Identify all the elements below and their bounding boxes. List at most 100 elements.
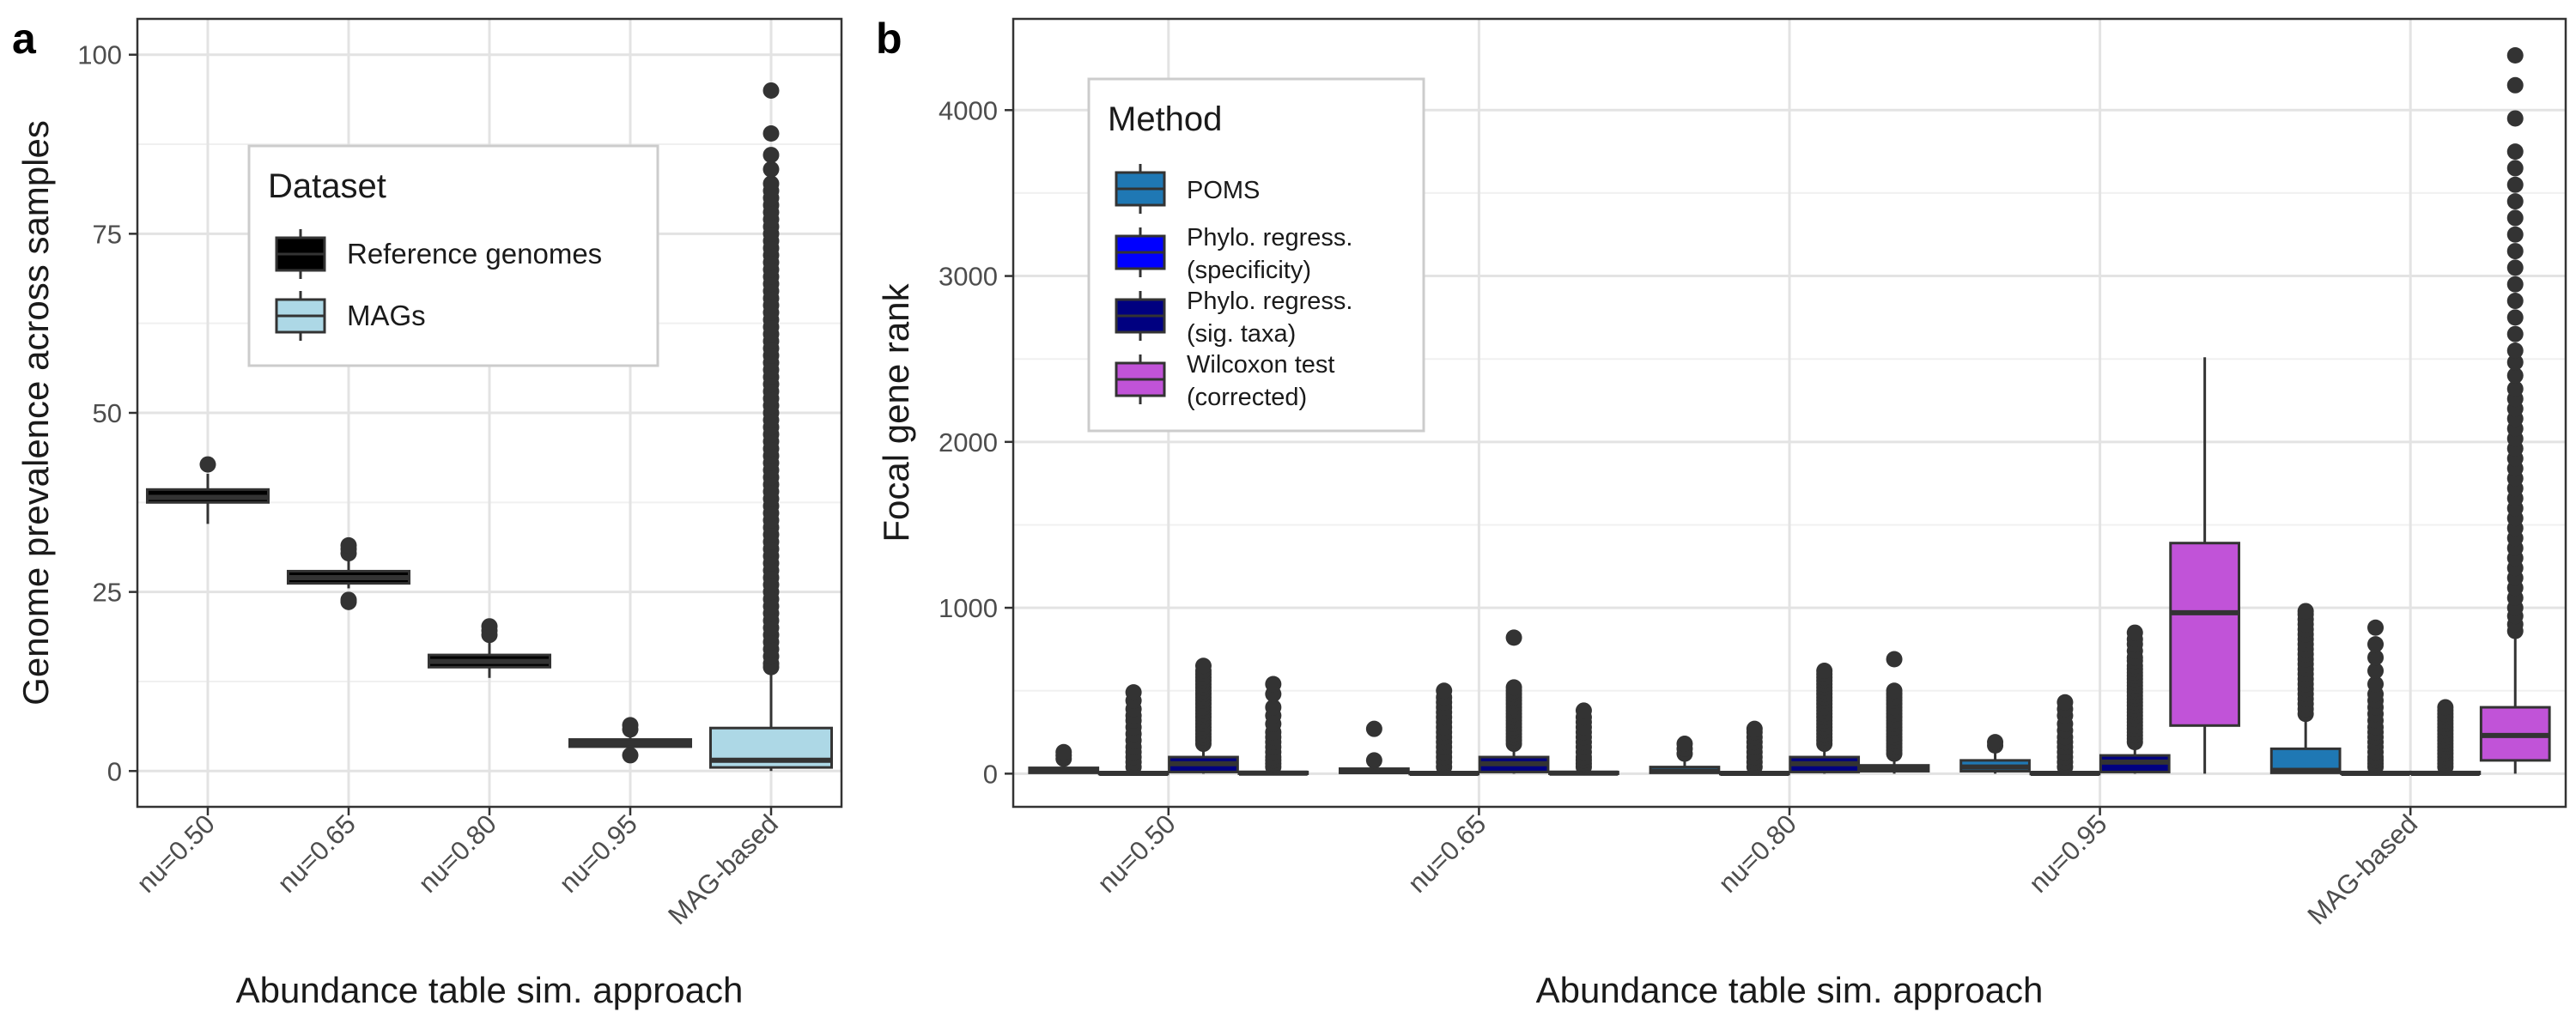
box-body <box>2169 542 2241 727</box>
outlier-point <box>2506 110 2524 127</box>
x-tick-label: nu=0.65 <box>1402 809 1492 899</box>
outlier-point <box>2506 293 2524 310</box>
outlier-point <box>1505 679 1522 696</box>
outlier-point <box>762 161 780 178</box>
box-wilcoxon-test-corrected-nu-0-95 <box>2169 357 2241 774</box>
y-tick-label: 0 <box>983 759 998 789</box>
outlier-point <box>2506 276 2524 293</box>
y-axis-title: Genome prevalence across samples <box>15 120 56 706</box>
box-phylo-regress-sig-taxa-mag-based <box>2409 699 2482 776</box>
outlier-point <box>2506 143 2524 161</box>
legend-label: Wilcoxon test <box>1187 351 1334 379</box>
x-tick-label: MAG-based <box>662 809 784 930</box>
outlier-point <box>2367 649 2385 666</box>
outlier-point <box>340 536 357 554</box>
legend-key-phylo-regress-specificity <box>1115 227 1166 277</box>
y-tick-label: 75 <box>93 219 122 249</box>
legend-label: (sig. taxa) <box>1187 320 1296 348</box>
outlier-point <box>2506 160 2524 177</box>
x-tick-label: nu=0.80 <box>412 809 502 899</box>
y-tick-label: 4000 <box>939 95 998 125</box>
outlier-point <box>1676 736 1693 753</box>
outlier-point <box>481 618 498 635</box>
box-phylo-regress-sig-taxa-nu-0-65 <box>1478 629 1550 774</box>
legend-label: (specificity) <box>1187 257 1311 284</box>
box-phylo-regress-specificity-nu-0-50 <box>1097 684 1170 776</box>
outlier-point <box>2367 676 2385 693</box>
box-phylo-regress-sig-taxa-nu-0-80 <box>1789 663 1861 774</box>
box-phylo-regress-specificity-nu-0-95 <box>2029 694 2101 776</box>
outlier-point <box>2506 309 2524 326</box>
box-wilcoxon-test-corrected-nu-0-50 <box>1237 676 1309 776</box>
box-wilcoxon-test-corrected-nu-0-80 <box>1858 651 1930 774</box>
box-phylo-regress-specificity-nu-0-65 <box>1408 682 1480 776</box>
outlier-point <box>762 147 780 164</box>
box-reference-genomes-nu-0-65 <box>286 536 411 610</box>
box-wilcoxon-test-corrected-nu-0-65 <box>1548 702 1619 776</box>
outlier-point <box>2367 636 2385 653</box>
y-tick-label: 3000 <box>939 262 998 292</box>
legend-label: Reference genomes <box>347 238 602 270</box>
outlier-point <box>2506 342 2524 360</box>
box-reference-genomes-nu-0-80 <box>427 618 552 678</box>
box-phylo-regress-sig-taxa-nu-0-95 <box>2099 624 2171 774</box>
outlier-point <box>622 717 639 734</box>
legend-key-mags <box>275 291 326 341</box>
legend-label: POMS <box>1187 177 1260 204</box>
outlier-point <box>2437 699 2454 716</box>
legend-label: (corrected) <box>1187 384 1307 411</box>
outlier-point <box>1365 752 1382 769</box>
outlier-point <box>2506 354 2524 371</box>
y-tick-label: 50 <box>93 398 122 428</box>
outlier-point <box>2506 259 2524 276</box>
outlier-point <box>2506 76 2524 94</box>
y-tick-label: 0 <box>107 756 122 786</box>
outlier-point <box>2506 243 2524 260</box>
outlier-point <box>2057 694 2074 711</box>
box-phylo-regress-sig-taxa-nu-0-50 <box>1168 657 1239 774</box>
outlier-point <box>2506 325 2524 342</box>
x-tick-label: nu=0.65 <box>271 809 361 899</box>
outlier-point <box>1125 684 1142 701</box>
outlier-point <box>1194 657 1212 675</box>
outlier-point <box>2126 624 2143 641</box>
panel-label: a <box>12 15 37 63</box>
outlier-point <box>762 82 780 99</box>
box-phylo-regress-specificity-nu-0-80 <box>1718 720 1790 776</box>
box-mags-mag-based <box>708 82 834 772</box>
outlier-point <box>2367 663 2385 680</box>
box-phylo-regress-specificity-mag-based <box>2340 619 2411 776</box>
x-tick-label: nu=0.95 <box>553 809 643 899</box>
legend-key-wilcoxon-test-corrected <box>1115 354 1166 404</box>
legend-key-phylo-regress-sig-taxa <box>1115 291 1166 341</box>
panel-label: b <box>876 15 902 63</box>
box-wilcoxon-test-corrected-mag-based <box>2479 47 2551 774</box>
outlier-point <box>340 591 357 609</box>
box-reference-genomes-nu-0-95 <box>568 717 693 764</box>
y-tick-label: 1000 <box>939 593 998 623</box>
outlier-point <box>1987 734 2004 751</box>
legend-label: Phylo. regress. <box>1187 288 1352 315</box>
box-poms-nu-0-95 <box>1959 734 2031 774</box>
outlier-point <box>199 456 216 473</box>
outlier-point <box>2506 226 2524 243</box>
x-tick-label: nu=0.50 <box>131 809 221 899</box>
legend-label: MAGs <box>347 300 426 331</box>
y-tick-label: 25 <box>93 578 122 608</box>
outlier-point <box>2506 209 2524 227</box>
legend: Method POMS Phylo. regress. (specificity) Ph… <box>1087 77 1425 433</box>
outlier-point <box>762 175 780 192</box>
outlier-point <box>1505 629 1522 646</box>
outlier-point <box>2506 367 2524 385</box>
x-tick-label: nu=0.50 <box>1091 809 1182 899</box>
outlier-point <box>1886 682 1903 700</box>
outlier-point <box>1816 663 1833 680</box>
outlier-point <box>1886 651 1903 668</box>
box-reference-genomes-nu-0-50 <box>145 456 270 524</box>
box-poms-nu-0-65 <box>1338 720 1410 775</box>
y-tick-label: 2000 <box>939 427 998 457</box>
x-axis-title: Abundance table sim. approach <box>1536 970 2044 1010</box>
legend-key-reference-genomes <box>275 229 326 279</box>
y-tick-label: 100 <box>77 40 122 70</box>
